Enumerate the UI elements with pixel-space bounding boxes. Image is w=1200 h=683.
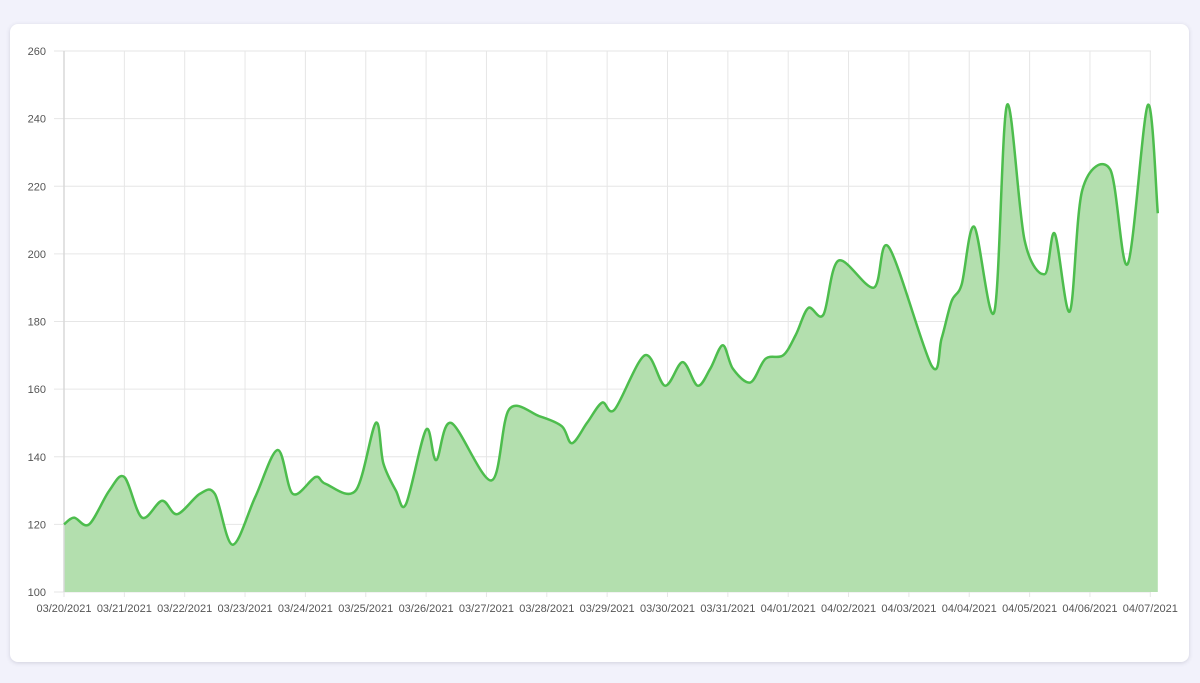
x-tick-label: 03/28/2021	[519, 603, 574, 615]
y-tick-label: 240	[28, 114, 46, 126]
x-tick-label: 03/30/2021	[640, 603, 695, 615]
y-tick-label: 140	[28, 452, 46, 464]
area-fill	[64, 104, 1158, 592]
chart-card: 260 240 220 200 180 160 140 120 100 03/20/2021 03…	[10, 24, 1189, 662]
y-tick-label: 180	[28, 317, 46, 329]
x-tick-label: 04/02/2021	[821, 603, 876, 615]
x-tick-label: 04/05/2021	[1002, 603, 1057, 615]
x-tick-label: 03/29/2021	[580, 603, 635, 615]
x-tick-label: 03/21/2021	[97, 603, 152, 615]
x-tick-label: 04/06/2021	[1062, 603, 1117, 615]
x-axis-ticks: 03/20/2021 03/21/2021 03/22/2021 03/23/2021…	[36, 603, 1177, 615]
x-tick-label: 04/01/2021	[761, 603, 816, 615]
x-tick-label: 03/22/2021	[157, 603, 212, 615]
y-tick-label: 160	[28, 384, 46, 396]
area-layer	[63, 51, 1160, 592]
y-axis-ticks: 260 240 220 200 180 160 140 120 100	[28, 46, 46, 599]
x-tick-label: 03/20/2021	[36, 603, 91, 615]
y-tick-label: 260	[28, 46, 46, 58]
x-tick-label: 04/04/2021	[942, 603, 997, 615]
y-tick-label: 100	[28, 587, 46, 599]
y-tick-label: 220	[28, 181, 46, 193]
x-tick-label: 03/27/2021	[459, 603, 514, 615]
series-line	[63, 103, 1160, 546]
x-tick-label: 03/23/2021	[218, 603, 273, 615]
y-tick-label: 200	[28, 249, 46, 261]
x-tick-label: 03/24/2021	[278, 603, 333, 615]
x-tick-label: 04/07/2021	[1123, 603, 1178, 615]
x-tick-label: 03/26/2021	[399, 603, 454, 615]
x-tick-label: 03/25/2021	[338, 603, 393, 615]
x-tick-label: 03/31/2021	[700, 603, 755, 615]
x-tick-label: 04/03/2021	[881, 603, 936, 615]
y-tick-label: 120	[28, 519, 46, 531]
